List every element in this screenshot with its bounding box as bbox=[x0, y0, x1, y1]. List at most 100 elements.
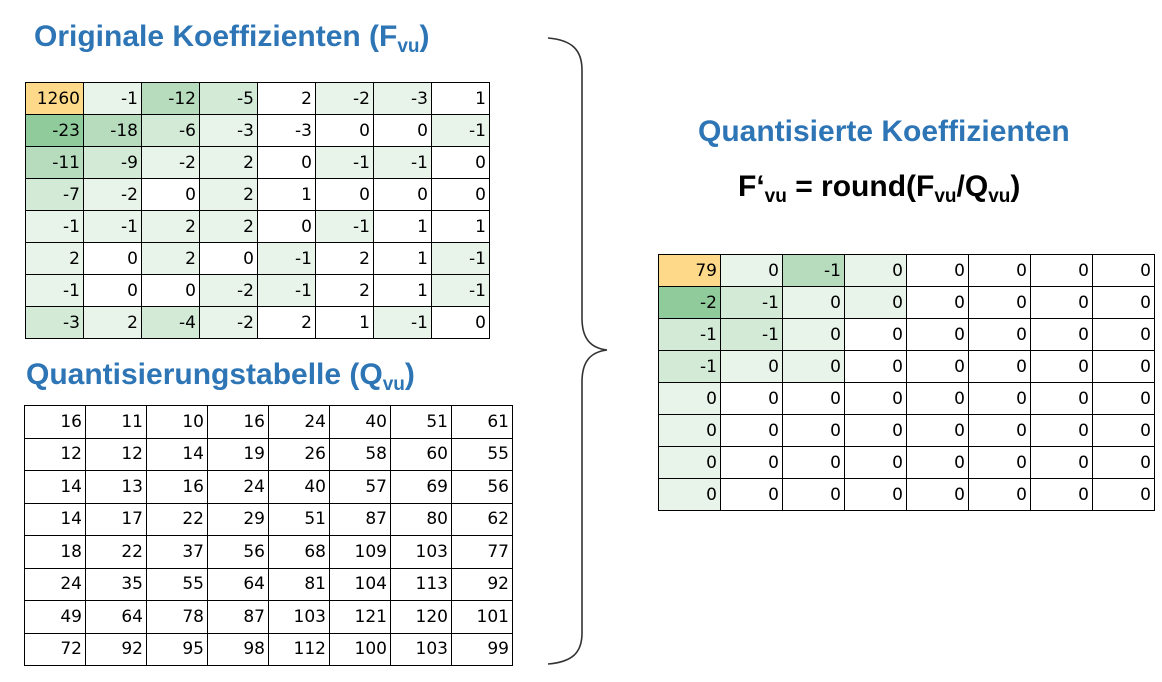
formula-sub-b: vu bbox=[934, 186, 957, 207]
table-cell: 0 bbox=[1030, 478, 1093, 511]
table-cell: 98 bbox=[207, 632, 269, 666]
table-cell: 0 bbox=[968, 318, 1031, 351]
original-coefficients-title: Originale Koeffizienten (Fvu) bbox=[34, 20, 430, 58]
table-cell: -1 bbox=[431, 114, 490, 147]
table-row: -2 -1 0 0 0 0 0 0 bbox=[658, 286, 1155, 319]
table-cell: 0 bbox=[1092, 446, 1155, 479]
table-cell: 78 bbox=[146, 600, 208, 634]
table-row: -7 -2 0 2 1 0 0 0 bbox=[25, 178, 490, 211]
table-cell: 120 bbox=[390, 600, 452, 634]
table-cell: 1 bbox=[373, 274, 432, 307]
table-cell: 81 bbox=[268, 567, 330, 601]
table-cell: 100 bbox=[329, 632, 391, 666]
table-cell: 51 bbox=[268, 502, 330, 536]
formula-sub-a: vu bbox=[764, 186, 787, 207]
table-cell: 0 bbox=[315, 178, 374, 211]
table-cell: 0 bbox=[844, 254, 907, 287]
table-cell: 92 bbox=[85, 632, 147, 666]
table-cell: 0 bbox=[968, 350, 1031, 383]
table-cell: -1 bbox=[782, 254, 845, 287]
table-cell: 0 bbox=[782, 318, 845, 351]
table-cell: 2 bbox=[315, 242, 374, 275]
formula-sub-c: vu bbox=[988, 186, 1011, 207]
table-cell: 0 bbox=[83, 274, 142, 307]
table-row: 72 92 95 98 112 100 103 99 bbox=[24, 632, 513, 666]
table-cell: 64 bbox=[85, 600, 147, 634]
table-cell: 24 bbox=[268, 405, 330, 439]
table-cell: 0 bbox=[968, 478, 1031, 511]
table-row: 12 12 14 19 26 58 60 55 bbox=[24, 437, 513, 471]
table-cell: 0 bbox=[83, 242, 142, 275]
table-row: 16 11 10 16 24 40 51 61 bbox=[24, 405, 513, 439]
quantized-coefficients-table: 79 0 -1 0 0 0 0 0 -2 -1 0 0 0 0 0 0 -1 -1 0 0 0 0 0 0 -1 0 0 0 0 0 0 0 0… bbox=[658, 254, 1155, 511]
table-cell: 1 bbox=[315, 306, 374, 339]
table-cell: 17 bbox=[85, 502, 147, 536]
table-cell: 0 bbox=[431, 306, 490, 339]
table-cell: 29 bbox=[207, 502, 269, 536]
table-cell: 0 bbox=[782, 478, 845, 511]
curly-brace-path bbox=[547, 37, 608, 665]
table-cell: 0 bbox=[844, 478, 907, 511]
table-cell: 51 bbox=[390, 405, 452, 439]
table-cell: 0 bbox=[720, 478, 783, 511]
table-row: -23 -18 -6 -3 -3 0 0 -1 bbox=[25, 114, 490, 147]
table-cell: 0 bbox=[844, 446, 907, 479]
table-cell: 0 bbox=[1092, 350, 1155, 383]
table-cell: 0 bbox=[257, 210, 316, 243]
table-cell: 0 bbox=[844, 414, 907, 447]
table-cell: 0 bbox=[658, 446, 721, 479]
table-cell: 112 bbox=[268, 632, 330, 666]
table-cell: 0 bbox=[315, 114, 374, 147]
table-cell: -1 bbox=[373, 146, 432, 179]
table-cell: 56 bbox=[451, 470, 513, 504]
table-cell: 37 bbox=[146, 535, 208, 569]
table-cell: 2 bbox=[199, 146, 258, 179]
table-cell: -2 bbox=[199, 274, 258, 307]
table-cell: 103 bbox=[390, 632, 452, 666]
table-cell: 0 bbox=[1092, 414, 1155, 447]
table-cell: 12 bbox=[85, 437, 147, 471]
table-cell: 87 bbox=[329, 502, 391, 536]
table-row: -1 -1 2 2 0 -1 1 1 bbox=[25, 210, 490, 243]
table-cell: 0 bbox=[720, 414, 783, 447]
table-cell: 2 bbox=[257, 306, 316, 339]
original-title-text: Originale Koeffizienten (F bbox=[34, 20, 398, 53]
table-cell: 0 bbox=[844, 382, 907, 415]
quantization-title-text: Quantisierungstabelle (Q bbox=[26, 358, 383, 391]
table-cell: 101 bbox=[451, 600, 513, 634]
table-cell: 10 bbox=[146, 405, 208, 439]
table-cell: 0 bbox=[720, 350, 783, 383]
table-cell: 0 bbox=[968, 254, 1031, 287]
table-cell: 109 bbox=[329, 535, 391, 569]
table-cell: -1 bbox=[83, 82, 142, 115]
table-cell: 0 bbox=[1092, 254, 1155, 287]
table-cell: 2 bbox=[199, 178, 258, 211]
table-cell: 0 bbox=[658, 414, 721, 447]
table-row: 24 35 55 64 81 104 113 92 bbox=[24, 567, 513, 601]
table-cell: 2 bbox=[25, 242, 84, 275]
table-cell: -3 bbox=[25, 306, 84, 339]
table-cell: 0 bbox=[1030, 254, 1093, 287]
table-cell: 1260 bbox=[25, 82, 84, 115]
table-cell: 0 bbox=[844, 350, 907, 383]
table-cell: 0 bbox=[968, 446, 1031, 479]
table-row: 18 22 37 56 68 109 103 77 bbox=[24, 535, 513, 569]
table-cell: -1 bbox=[720, 318, 783, 351]
table-row: -1 -1 0 0 0 0 0 0 bbox=[658, 318, 1155, 351]
table-cell: 0 bbox=[141, 178, 200, 211]
table-cell: 0 bbox=[257, 146, 316, 179]
table-cell: 68 bbox=[268, 535, 330, 569]
table-cell: -1 bbox=[373, 306, 432, 339]
table-cell: 0 bbox=[658, 478, 721, 511]
table-cell: 72 bbox=[24, 632, 86, 666]
table-cell: 0 bbox=[199, 242, 258, 275]
table-cell: 2 bbox=[199, 210, 258, 243]
table-cell: -1 bbox=[257, 242, 316, 275]
table-cell: 69 bbox=[390, 470, 452, 504]
table-cell: 0 bbox=[1030, 446, 1093, 479]
table-cell: 0 bbox=[968, 286, 1031, 319]
table-cell: 0 bbox=[373, 178, 432, 211]
